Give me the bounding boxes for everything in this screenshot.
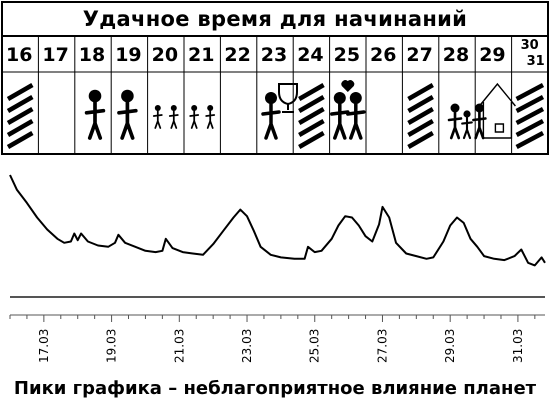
- calendar-day-26: 26: [370, 44, 397, 66]
- calendar-table: Удачное время для начинаний 16 17 18 19 20 21…: [0, 0, 550, 160]
- calendar-day-20: 20: [151, 44, 179, 66]
- family-icon: [472, 103, 487, 140]
- crowd-icon: [189, 105, 200, 129]
- calendar-frame: [1, 1, 549, 155]
- hatched-mark: [6, 83, 34, 149]
- calendar-day-25: 25: [333, 44, 361, 66]
- person-icon: [346, 92, 366, 140]
- calendar-grid: [1, 1, 549, 155]
- calendar-day-16: 16: [6, 44, 33, 66]
- x-tick-label: 25.03: [308, 329, 322, 363]
- calendar-day-30: 30: [520, 38, 539, 53]
- hatched-mark: [407, 83, 434, 149]
- calendar-day-21: 21: [188, 44, 215, 66]
- x-tick-label: 31.03: [511, 329, 525, 363]
- hatched-mark: [515, 83, 545, 149]
- handshake-icon: [84, 89, 106, 140]
- handshake-icon: [117, 89, 138, 140]
- hatched-mark: [298, 83, 325, 149]
- crowd-icon: [205, 105, 216, 129]
- x-tick-label: 23.03: [240, 329, 254, 363]
- chart-caption: Пики графика – неблагоприятное влияние п…: [13, 377, 537, 399]
- x-tick-label: 27.03: [375, 329, 389, 363]
- person-icon: [330, 92, 350, 140]
- calendar-day-29: 29: [479, 44, 506, 66]
- calendar-day-28: 28: [442, 44, 470, 66]
- calendar-day-24: 24: [297, 44, 324, 66]
- x-tick-label: 17.03: [37, 329, 51, 363]
- calendar-day-19: 19: [115, 44, 142, 66]
- calendar-title: Удачное время для начинаний: [82, 7, 468, 31]
- calendar-day-23: 23: [260, 44, 288, 66]
- family-icon: [447, 103, 463, 140]
- crowd-icon: [168, 105, 179, 129]
- heart-icon: [341, 80, 355, 92]
- calendar-day-18: 18: [78, 44, 106, 66]
- family-icon: [461, 110, 473, 140]
- house-icon: [478, 82, 516, 139]
- calendar-day-22: 22: [224, 44, 251, 66]
- series-line: [9, 174, 546, 267]
- calendar-day-27: 27: [406, 44, 433, 66]
- x-tick-label: 21.03: [172, 329, 186, 363]
- trophy-icon: [278, 83, 298, 113]
- calendar-day-17: 17: [42, 44, 69, 66]
- line-chart: 17.03 19.03 21.03 23.03 25.03 27.03 29.03 31.03: [9, 174, 546, 363]
- person-icon: [261, 92, 281, 140]
- calendar-day-31: 31: [526, 54, 545, 69]
- x-tick-label: 29.03: [443, 329, 457, 363]
- crowd-icon: [152, 105, 163, 129]
- x-tick-label: 19.03: [105, 329, 119, 363]
